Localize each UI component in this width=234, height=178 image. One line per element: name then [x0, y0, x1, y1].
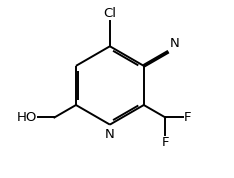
Text: F: F — [162, 136, 169, 149]
Text: N: N — [170, 37, 180, 50]
Text: HO: HO — [17, 111, 37, 124]
Text: N: N — [105, 128, 115, 141]
Text: Cl: Cl — [103, 7, 116, 20]
Text: F: F — [184, 111, 192, 124]
